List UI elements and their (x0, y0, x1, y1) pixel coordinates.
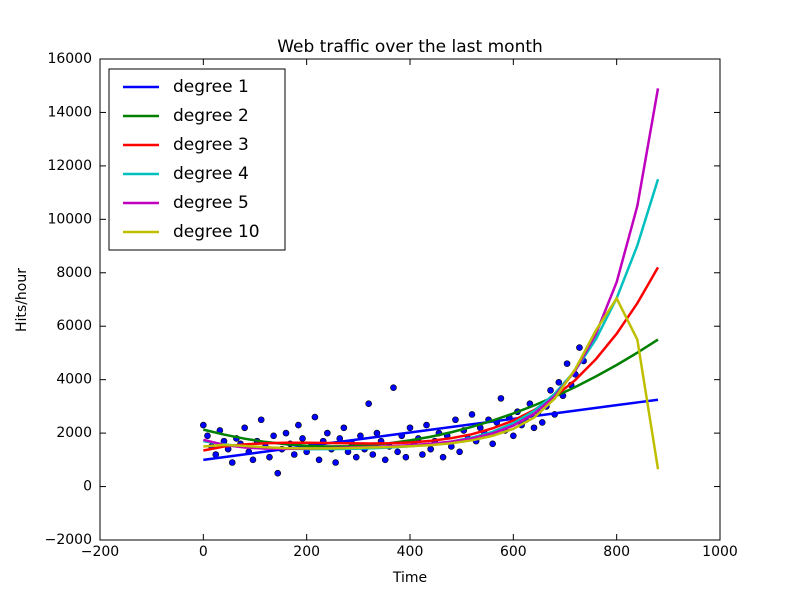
data-point (510, 432, 517, 440)
data-point (365, 400, 372, 408)
data-point (406, 424, 414, 432)
legend-box (108, 68, 286, 251)
data-point (270, 432, 277, 440)
x-tick-label: 400 (397, 544, 424, 560)
data-point (394, 448, 401, 456)
data-point (249, 456, 257, 464)
data-point (538, 419, 546, 426)
data-point (332, 459, 339, 466)
data-point (290, 451, 298, 458)
y-tick-label: 8000 (56, 265, 92, 281)
data-point (373, 429, 381, 437)
data-point (369, 451, 377, 458)
data-point (555, 379, 563, 386)
y-tick-label: 0 (83, 479, 92, 495)
data-point (266, 453, 273, 461)
y-tick-label: 4000 (56, 372, 92, 388)
data-point (212, 451, 220, 458)
y-tick-label: −2000 (45, 532, 92, 548)
data-point (200, 421, 207, 429)
data-point (489, 440, 496, 448)
x-axis-label: Time (392, 570, 427, 586)
x-tick-label: 800 (603, 544, 630, 560)
y-tick-label: 6000 (56, 318, 92, 334)
data-point (427, 445, 434, 453)
y-tick-label: 12000 (47, 158, 92, 174)
data-point (381, 456, 389, 464)
y-tick-label: 16000 (47, 51, 92, 67)
legend-label: degree 5 (173, 193, 249, 213)
data-point (315, 456, 323, 464)
data-point (257, 416, 265, 424)
legend-label: degree 2 (173, 106, 249, 126)
data-point (274, 469, 282, 477)
data-point (439, 453, 447, 461)
x-tick-label: −200 (81, 544, 119, 560)
legend-label: degree 3 (173, 135, 249, 155)
data-point (311, 413, 319, 421)
data-point (530, 424, 538, 432)
data-point (547, 387, 554, 394)
data-point (299, 435, 306, 442)
fit-line (203, 295, 660, 470)
x-tick-label: 1000 (702, 544, 738, 560)
x-tick-label: 200 (293, 544, 320, 560)
data-point (340, 424, 348, 432)
data-point (228, 459, 236, 466)
data-point (456, 448, 463, 456)
data-point (282, 429, 290, 437)
data-point (423, 421, 430, 429)
chart-title: Web traffic over the last month (277, 37, 543, 57)
data-point (468, 411, 476, 418)
legend-label: degree 4 (173, 164, 249, 184)
x-tick-label: 0 (199, 544, 208, 560)
y-tick-label: 14000 (47, 104, 92, 120)
legend-label: degree 1 (173, 77, 249, 97)
data-point (497, 395, 505, 402)
plot-area (200, 88, 660, 477)
data-point (576, 344, 583, 351)
y-tick-label: 10000 (47, 211, 92, 227)
data-point (452, 416, 459, 424)
data-point (241, 424, 248, 432)
data-point (419, 451, 426, 458)
y-axis-label: Hits/hour (14, 268, 30, 332)
x-tick-label: 600 (500, 544, 527, 560)
data-point (324, 429, 331, 437)
y-tick-label: 2000 (56, 425, 92, 441)
data-point (352, 453, 360, 461)
fit-line (203, 266, 660, 452)
data-point (563, 360, 571, 367)
data-point (204, 432, 211, 440)
data-point (390, 384, 397, 391)
data-point (402, 453, 410, 461)
legend-label: degree 10 (173, 222, 260, 242)
data-point (295, 421, 302, 429)
